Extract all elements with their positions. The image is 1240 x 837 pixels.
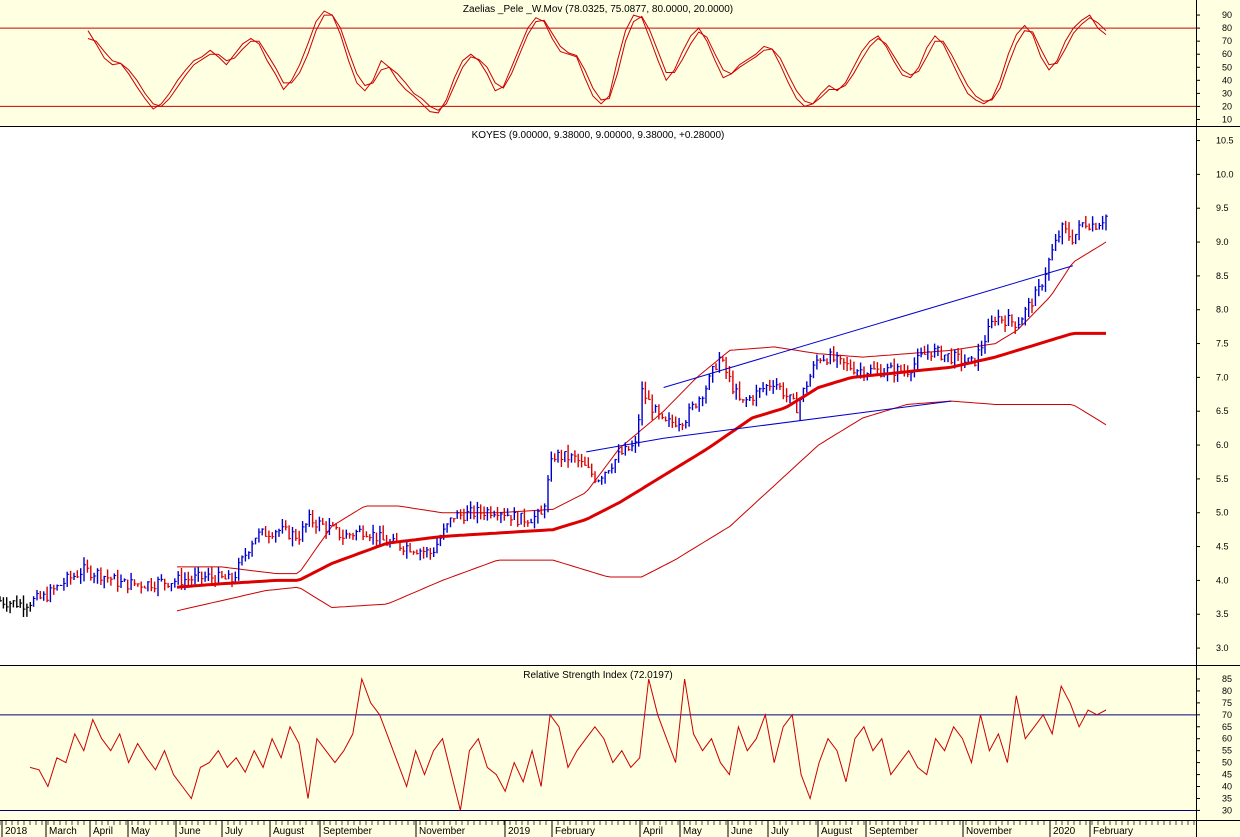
price-ytick-label: 8.5 xyxy=(1216,271,1229,281)
price-panel-bg xyxy=(0,127,1196,665)
rsi-ytick-label: 45 xyxy=(1222,770,1232,780)
trendline-0 xyxy=(663,265,1073,389)
x-tick-label: April xyxy=(643,826,663,837)
price-ytick-label: 4.0 xyxy=(1216,575,1229,585)
osc-ytick-label: 10 xyxy=(1222,114,1232,124)
rsi-ytick-label: 30 xyxy=(1222,805,1232,815)
rsi-ytick-label: 65 xyxy=(1222,722,1232,732)
rsi-ytick-label: 50 xyxy=(1222,758,1232,768)
x-tick-label: July xyxy=(771,826,789,837)
x-tick-label: April xyxy=(93,826,113,837)
rsi-ytick-label: 80 xyxy=(1222,686,1232,696)
axes: 10 20 30 40 50 60 70 80 90 3.0 3.5 4.0 4.5 5.0 5.5 6.0 6… xyxy=(0,10,1234,837)
rsi-ytick-label: 70 xyxy=(1222,710,1232,720)
x-tick-label: June xyxy=(179,826,201,837)
x-tick-label: September xyxy=(869,826,919,837)
rsi-ytick-label: 40 xyxy=(1222,782,1232,792)
rsi-ytick-label: 60 xyxy=(1222,734,1232,744)
x-tick-label: November xyxy=(419,826,466,837)
price-ytick-label: 10.0 xyxy=(1216,169,1234,179)
x-tick-label: May xyxy=(683,826,702,837)
osc-series-line-1 xyxy=(87,14,1107,111)
x-tick-label: August xyxy=(273,826,304,837)
x-tick-label: July xyxy=(225,826,243,837)
price-lower-band xyxy=(176,400,1107,612)
oscillator-plot xyxy=(0,10,1196,114)
trendline-1 xyxy=(663,400,952,439)
osc-ytick-label: 80 xyxy=(1222,23,1232,33)
price-ytick-label: 5.0 xyxy=(1216,508,1229,518)
x-tick-label: February xyxy=(1093,826,1133,837)
rsi-series-line-0 xyxy=(29,677,1107,811)
price-ytick-label: 3.0 xyxy=(1216,643,1229,653)
price-ytick-label: 7.0 xyxy=(1216,372,1229,382)
price-ytick-label: 9.0 xyxy=(1216,237,1229,247)
trendline-2 xyxy=(586,437,664,453)
price-ytick-label: 6.0 xyxy=(1216,440,1229,450)
price-title: KOYES (9.00000, 9.38000, 9.00000, 9.3800… xyxy=(472,130,725,141)
osc-ytick-label: 40 xyxy=(1222,75,1232,85)
x-tick-label: November xyxy=(966,826,1013,837)
rsi-ytick-label: 35 xyxy=(1222,793,1232,803)
x-tick-label: 2018 xyxy=(5,826,28,837)
rsi-ytick-label: 75 xyxy=(1222,698,1232,708)
x-tick-label: August xyxy=(821,826,852,837)
price-ytick-label: 4.5 xyxy=(1216,542,1229,552)
rsi-ytick-label: 85 xyxy=(1222,674,1232,684)
rsi-ytick-label: 55 xyxy=(1222,746,1232,756)
x-tick-label: June xyxy=(731,826,753,837)
price-ytick-label: 6.5 xyxy=(1216,406,1229,416)
x-tick-label: 2020 xyxy=(1053,826,1076,837)
x-tick-label: September xyxy=(323,826,373,837)
osc-ytick-label: 90 xyxy=(1222,10,1232,20)
rsi-panel-bg xyxy=(0,666,1196,821)
x-tick-label: May xyxy=(131,826,150,837)
x-tick-label: February xyxy=(555,826,595,837)
oscillator-title: Zaelias _Pele _W.Mov (78.0325, 75.0877, … xyxy=(463,4,733,15)
oscillator-panel-bg xyxy=(0,0,1196,126)
x-tick-label: 2019 xyxy=(508,826,531,837)
osc-ytick-label: 50 xyxy=(1222,62,1232,72)
rsi-plot xyxy=(0,677,1196,811)
price-ytick-label: 9.5 xyxy=(1216,203,1229,213)
price-ytick-label: 8.0 xyxy=(1216,305,1229,315)
price-ytick-label: 7.5 xyxy=(1216,339,1229,349)
osc-ytick-label: 30 xyxy=(1222,88,1232,98)
price-ytick-label: 5.5 xyxy=(1216,474,1229,484)
rsi-title: Relative Strength Index (72.0197) xyxy=(523,670,673,681)
osc-ytick-label: 60 xyxy=(1222,49,1232,59)
osc-ytick-label: 20 xyxy=(1222,101,1232,111)
price-plot xyxy=(0,214,1108,617)
osc-ytick-label: 70 xyxy=(1222,36,1232,46)
moving-average-line xyxy=(176,331,1106,589)
osc-series-line-0 xyxy=(87,10,1107,114)
price-ytick-label: 3.5 xyxy=(1216,609,1229,619)
x-tick-label: March xyxy=(49,826,77,837)
right-axis-bg xyxy=(1196,0,1240,837)
price-ytick-label: 10.5 xyxy=(1216,136,1234,146)
